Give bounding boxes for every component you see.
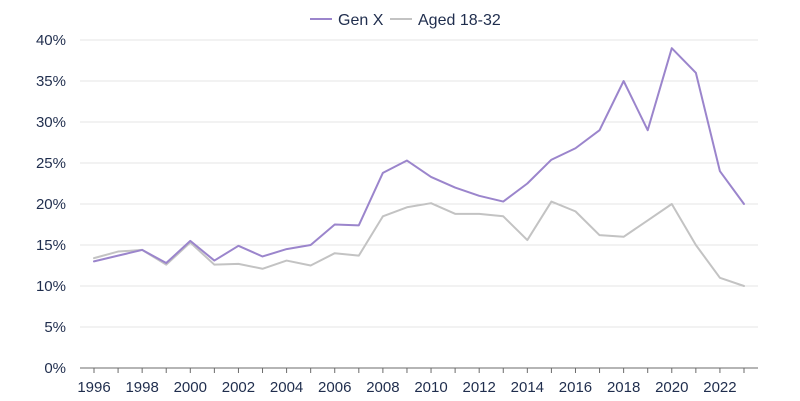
x-tick-label: 2020 <box>655 379 688 396</box>
series-line-0 <box>93 47 745 265</box>
x-tick-label: 2008 <box>366 379 399 396</box>
y-tick-label: 35% <box>36 73 66 90</box>
x-axis: 1996 1998 2000 2002 2004 2006 2008 2010 2012 2014… <box>77 367 758 396</box>
series-lines <box>93 47 745 287</box>
x-tick-label: 2012 <box>462 379 495 396</box>
legend-label: Gen X <box>338 12 384 29</box>
legend-label: Aged 18-32 <box>418 12 501 29</box>
y-tick-label: 10% <box>36 278 66 295</box>
x-tick-label: 2014 <box>511 379 544 396</box>
y-tick-label: 40% <box>36 32 66 49</box>
y-tick-label: 0% <box>44 360 66 377</box>
y-tick-label: 15% <box>36 237 66 254</box>
legend: Gen X Aged 18-32 <box>310 12 501 29</box>
y-axis: 0% 5% 10% 15% 20% 25% 30% 35% 40% <box>36 32 66 377</box>
x-tick-label: 1998 <box>125 379 158 396</box>
x-tick-label: 2018 <box>607 379 640 396</box>
x-tick-label: 2010 <box>414 379 447 396</box>
gridlines <box>80 39 758 328</box>
x-tick-label: 2002 <box>222 379 255 396</box>
y-tick-label: 5% <box>44 319 66 336</box>
x-tick-label: 1996 <box>77 379 110 396</box>
x-tick-label: 2006 <box>318 379 351 396</box>
y-tick-label: 30% <box>36 114 66 131</box>
series-line-1 <box>93 200 745 287</box>
x-tick-label: 2000 <box>174 379 207 396</box>
y-tick-label: 25% <box>36 155 66 172</box>
x-tick-label: 2004 <box>270 379 303 396</box>
x-tick-label: 2022 <box>703 379 736 396</box>
x-tick-label: 2016 <box>559 379 592 396</box>
y-tick-label: 20% <box>36 196 66 213</box>
